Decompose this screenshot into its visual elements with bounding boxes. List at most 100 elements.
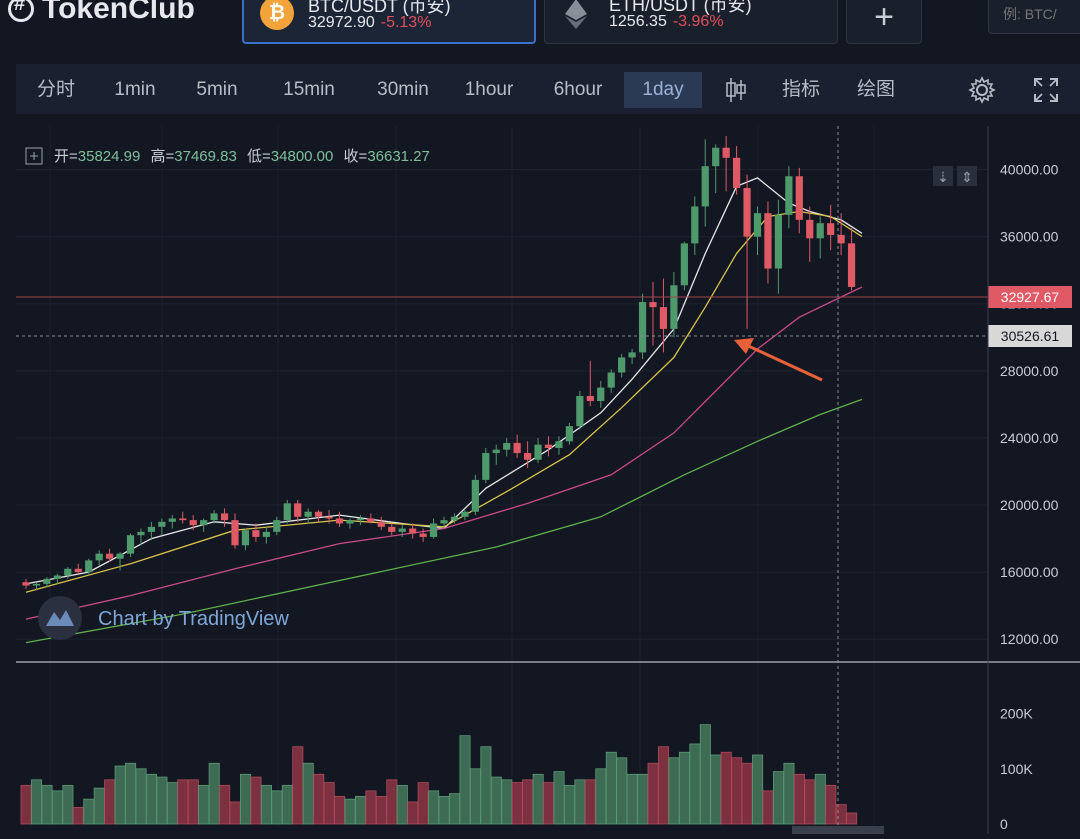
volume-bar bbox=[177, 779, 189, 825]
volume-bar bbox=[490, 776, 502, 825]
btc-price: 32972.90 bbox=[308, 14, 375, 31]
chart-type-button[interactable] bbox=[716, 72, 756, 108]
candle-body bbox=[43, 578, 51, 584]
volume-bar bbox=[773, 771, 785, 825]
candle-body bbox=[325, 516, 333, 519]
volume-bar bbox=[731, 757, 743, 825]
price-tick-label: 12000.00 bbox=[1000, 631, 1059, 647]
price-tick-label: 16000.00 bbox=[1000, 564, 1059, 580]
candle-body bbox=[158, 521, 166, 527]
volume-bar bbox=[114, 765, 126, 825]
volume-bar bbox=[678, 751, 690, 825]
volume-bar bbox=[386, 779, 398, 825]
volume-bar bbox=[323, 782, 335, 825]
volume-bar bbox=[658, 746, 670, 825]
volume-bar bbox=[93, 787, 105, 825]
scale-toggle-button[interactable] bbox=[957, 166, 977, 186]
volume-bar bbox=[720, 751, 732, 825]
volume-bar bbox=[564, 784, 576, 825]
candle-body bbox=[607, 372, 615, 388]
time-scroll-handle[interactable] bbox=[792, 826, 884, 834]
volume-bar bbox=[334, 796, 346, 825]
candle-body bbox=[837, 234, 845, 244]
interval-15min[interactable]: 15min bbox=[283, 79, 335, 100]
interval-1hour[interactable]: 1hour bbox=[464, 79, 514, 100]
add-pair-button[interactable]: + bbox=[846, 0, 922, 44]
btc-change: -5.13% bbox=[380, 14, 432, 31]
volume-bar bbox=[271, 790, 283, 825]
candle-body bbox=[722, 147, 730, 158]
candle-body bbox=[179, 518, 187, 521]
candle-body bbox=[64, 568, 72, 576]
volume-bar bbox=[804, 779, 816, 825]
candle-body bbox=[827, 223, 835, 235]
fullscreen-button[interactable] bbox=[1026, 72, 1066, 108]
legend-toggle-icon[interactable] bbox=[25, 147, 43, 165]
candle-body bbox=[555, 441, 563, 448]
volume-tick-label: 0 bbox=[1000, 816, 1008, 832]
candle-body bbox=[440, 520, 448, 524]
fullscreen-icon bbox=[1034, 77, 1058, 102]
interval-1min[interactable]: 1min bbox=[114, 79, 156, 100]
candle-body bbox=[346, 520, 354, 524]
eth-change: -3.96% bbox=[672, 13, 724, 30]
candle-body bbox=[565, 426, 573, 442]
volume-bar bbox=[626, 773, 638, 825]
candle-body bbox=[200, 520, 208, 526]
volume-bar bbox=[647, 762, 659, 825]
interval-fenshi[interactable]: 分时 bbox=[36, 79, 75, 100]
interval-6hour[interactable]: 6hour bbox=[553, 79, 603, 100]
candle-body bbox=[356, 518, 364, 521]
settings-button[interactable] bbox=[962, 72, 1002, 108]
volume-bar bbox=[104, 779, 116, 825]
volume-bar bbox=[240, 773, 252, 825]
price-chart[interactable]: 40000.0036000.0032000.0028000.0024000.00… bbox=[16, 126, 1080, 834]
candle-body bbox=[618, 357, 626, 373]
tradingview-watermark[interactable]: Chart by TradingView bbox=[38, 596, 289, 640]
tokenclub-logo[interactable]: TokenClub bbox=[8, 0, 195, 26]
volume-bar bbox=[793, 773, 805, 825]
high-label: 高= bbox=[151, 148, 175, 165]
eth-pair-card[interactable]: ETH/USDT (币安) 1256.35 -3.96% bbox=[544, 0, 838, 44]
volume-bar bbox=[198, 784, 210, 825]
annotation-arrow bbox=[734, 338, 823, 382]
candle-body bbox=[252, 530, 260, 537]
btc-pair-card[interactable]: ₿ BTC/USDT (币安) 32972.90 -5.13% bbox=[242, 0, 536, 44]
candle-body bbox=[482, 453, 490, 480]
indicators-button[interactable]: 指标 bbox=[781, 79, 820, 100]
volume-bar bbox=[825, 784, 837, 825]
candle-body bbox=[503, 442, 511, 450]
volume-bar bbox=[469, 768, 481, 825]
volume-bar bbox=[365, 790, 377, 825]
volume-bar bbox=[532, 773, 544, 825]
volume-bar bbox=[699, 724, 711, 825]
interval-1day[interactable]: 1day bbox=[624, 72, 702, 108]
candle-body bbox=[273, 520, 281, 532]
volume-bar bbox=[480, 746, 492, 825]
candle-body bbox=[649, 302, 657, 308]
candle-body bbox=[513, 442, 521, 454]
drawing-button[interactable]: 绘图 bbox=[856, 79, 895, 100]
volume-bar bbox=[125, 762, 137, 825]
candle-body bbox=[576, 396, 584, 427]
search-input[interactable] bbox=[988, 0, 1080, 34]
volume-bar bbox=[302, 762, 314, 825]
scroll-left-button[interactable] bbox=[933, 166, 953, 186]
volume-bar bbox=[145, 773, 157, 825]
volume-bar bbox=[187, 779, 199, 825]
candle-body bbox=[628, 352, 636, 358]
chart-area[interactable]: 40000.0036000.0032000.0028000.0024000.00… bbox=[16, 126, 1080, 834]
volume-bar bbox=[31, 779, 43, 825]
volume-bar bbox=[219, 784, 231, 825]
volume-bar bbox=[417, 782, 429, 825]
candle-body bbox=[847, 243, 856, 287]
interval-5min[interactable]: 5min bbox=[196, 79, 238, 100]
candle-body bbox=[335, 518, 344, 524]
volume-bar bbox=[553, 771, 565, 825]
ma-long-line bbox=[25, 398, 863, 644]
volume-bar bbox=[344, 798, 356, 825]
candle-body bbox=[147, 526, 155, 532]
interval-30min[interactable]: 30min bbox=[377, 79, 429, 100]
volume-bar bbox=[281, 784, 293, 825]
volume-bar bbox=[595, 768, 607, 825]
